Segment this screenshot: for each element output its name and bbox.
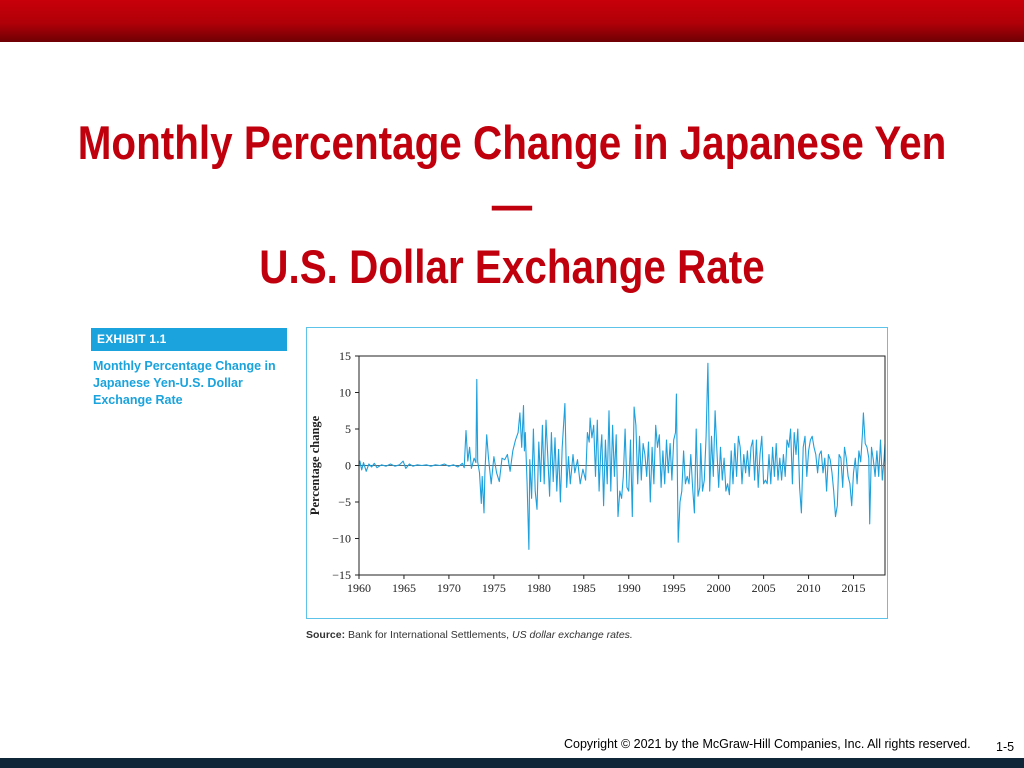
y-tick-label-3: 0 — [345, 459, 351, 473]
x-tick-label-1970: 1970 — [437, 581, 461, 595]
source-note: Source: Bank for International Settlemen… — [306, 629, 633, 641]
exhibit-caption: Monthly Percentage Change in Japanese Ye… — [93, 359, 276, 407]
source-text: Bank for International Settlements, — [348, 629, 510, 641]
x-tick-label-1960: 1960 — [347, 581, 371, 595]
copyright-notice: Copyright © 2021 by the McGraw-Hill Comp… — [564, 737, 971, 751]
x-tick-label-2005: 2005 — [752, 581, 776, 595]
page-number: 1-5 — [996, 740, 1015, 754]
exchange-rate-chart: 1960 1965 1970 1975 1980 1985 1990 1995 2000 2005… — [308, 349, 886, 595]
y-tick-label-0: 15 — [339, 349, 351, 363]
source-italic-text: US dollar exchange rates. — [512, 629, 633, 641]
y-tick-label-1: 10 — [339, 386, 351, 400]
exhibit-label: EXHIBIT 1.1 — [91, 328, 287, 351]
y-tick-label-2: 5 — [345, 422, 351, 436]
top-banner-bar — [0, 0, 1024, 42]
x-tick-label-2010: 2010 — [797, 581, 821, 595]
y-tick-label-4: −5 — [338, 495, 351, 509]
bottom-banner-bar — [0, 758, 1024, 768]
chart-frame: 1960 1965 1970 1975 1980 1985 1990 1995 2000 2005… — [306, 327, 888, 619]
slide-title-line2: U.S. Dollar Exchange Rate — [259, 240, 765, 293]
slide-title: Monthly Percentage Change in Japanese Ye… — [72, 112, 953, 298]
x-tick-label-2015: 2015 — [842, 581, 866, 595]
y-tick-label-5: −10 — [332, 532, 351, 546]
x-tick-label-1985: 1985 — [572, 581, 596, 595]
x-tick-label-1965: 1965 — [392, 581, 416, 595]
series-line-0 — [358, 362, 886, 550]
y-tick-label-6: −15 — [332, 568, 351, 582]
slide-title-line1: Monthly Percentage Change in Japanese Ye… — [77, 116, 947, 231]
x-tick-label-2000: 2000 — [707, 581, 731, 595]
x-tick-label-1990: 1990 — [617, 581, 641, 595]
source-label: Source: — [306, 629, 346, 641]
x-tick-label-1995: 1995 — [662, 581, 686, 595]
x-tick-label-1975: 1975 — [482, 581, 506, 595]
x-tick-label-1980: 1980 — [527, 581, 551, 595]
y-axis-title: Percentage change — [308, 415, 322, 515]
